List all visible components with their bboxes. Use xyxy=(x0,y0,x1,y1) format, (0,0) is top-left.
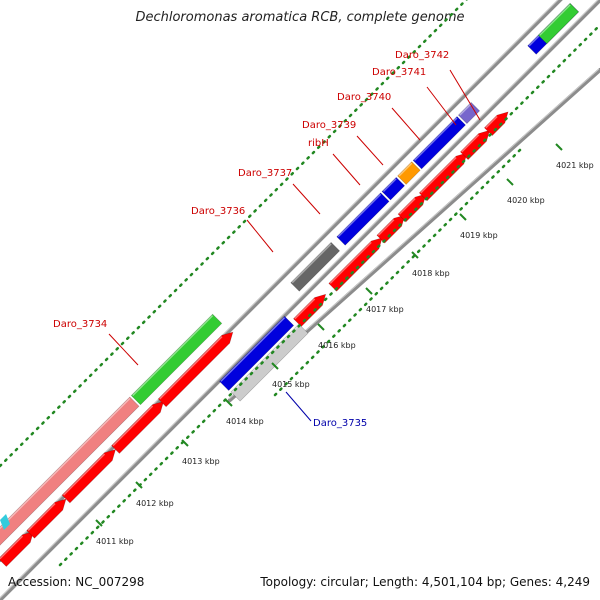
gene-label: Daro_3737 xyxy=(238,168,292,179)
scale-label: 4012 kbp xyxy=(136,499,174,508)
scale-tick xyxy=(555,143,563,151)
cds-block-shine xyxy=(294,298,316,320)
gene-right-green-block-shine xyxy=(539,4,571,36)
gene-right-green-block xyxy=(537,2,580,45)
gene-daro-3736-block-shine xyxy=(291,243,332,284)
cds-block xyxy=(0,531,34,567)
gene-daro-3740-block-shine xyxy=(414,117,458,161)
scale-tick xyxy=(181,439,189,447)
cds-block xyxy=(111,400,165,454)
cds-block-shine xyxy=(377,219,395,236)
cds-block-shine xyxy=(420,156,457,194)
gene-daro-3734-block xyxy=(130,313,223,406)
gene-label: Daro_3742 xyxy=(395,50,449,61)
gene-cyan-block xyxy=(0,514,10,530)
scale-tick xyxy=(271,362,279,370)
gene-gray-block xyxy=(230,323,309,402)
scale-dots-lower xyxy=(58,23,600,567)
scale-tick xyxy=(135,481,143,489)
gene-daro-3735-block-shine xyxy=(220,317,286,382)
scale-label: 4011 kbp xyxy=(96,537,134,546)
cds-block xyxy=(61,449,116,504)
gene-label-leader xyxy=(449,69,481,121)
cds-block-shine xyxy=(461,134,480,153)
gene-label: Daro_3741 xyxy=(372,67,426,78)
cds-block-shine xyxy=(485,115,498,129)
scale-tick xyxy=(411,251,419,259)
gene-label-leader xyxy=(285,391,312,422)
scale-tick xyxy=(225,399,233,407)
scale-label: 4017 kbp xyxy=(366,305,404,314)
cds-block-shine xyxy=(27,503,56,531)
scale-label: 4019 kbp xyxy=(460,231,498,240)
gene-daro-3740-block xyxy=(412,116,466,170)
scale-label: 4018 kbp xyxy=(412,269,450,278)
cds-block-shine xyxy=(63,453,106,496)
cds-block xyxy=(26,498,67,539)
gene-label: Daro_3735 xyxy=(313,418,367,429)
gene-daro-3736-block xyxy=(290,241,341,292)
gene-label-leader xyxy=(426,86,457,126)
scale-dots-mid xyxy=(273,148,522,397)
gene-label-leader xyxy=(108,333,139,366)
cds-block-shine xyxy=(329,241,372,284)
gene-ribh-block-shine xyxy=(382,178,397,193)
scale-label: 4016 kbp xyxy=(318,341,356,350)
cds-block-shine xyxy=(112,405,154,447)
gene-label: Daro_3734 xyxy=(53,319,107,330)
scale-label: 4021 kbp xyxy=(556,161,594,170)
gene-daro-3739-block-shine xyxy=(398,162,413,177)
scale-tick xyxy=(506,178,514,186)
gene-daro-3735-block xyxy=(219,315,295,391)
scale-label: 4015 kbp xyxy=(272,380,310,389)
gene-label-leader xyxy=(246,219,274,253)
topology-summary: Topology: circular; Length: 4,501,104 bp… xyxy=(260,575,590,589)
scale-label: 4013 kbp xyxy=(182,457,220,466)
cds-block-shine xyxy=(399,198,416,215)
gene-label: Daro_3740 xyxy=(337,92,391,103)
scale-label: 4014 kbp xyxy=(226,417,264,426)
cds-block xyxy=(157,331,234,408)
gene-daro-3742-block-shine xyxy=(459,103,472,116)
gene-label: ribH xyxy=(308,138,329,149)
scale-tick xyxy=(365,287,373,295)
gene-label: Daro_3736 xyxy=(191,206,245,217)
gene-label-leader xyxy=(391,107,421,141)
accession-text: Accession: NC_007298 xyxy=(8,575,145,589)
cds-block xyxy=(459,129,491,161)
gene-label-leader xyxy=(332,153,361,186)
scale-tick xyxy=(95,519,103,527)
scale-label: 4020 kbp xyxy=(507,196,545,205)
gene-daro-3737-block-shine xyxy=(337,193,382,238)
gene-daro-3739-block xyxy=(397,161,421,185)
gene-label-leader xyxy=(356,135,384,166)
scale-tick xyxy=(317,323,325,331)
scale-tick xyxy=(459,213,467,221)
gene-daro-3737-block xyxy=(336,192,390,246)
cds-block-shine xyxy=(0,535,24,560)
gene-label-leader xyxy=(292,183,321,215)
map-title: Dechloromonas aromatica RCB, complete ge… xyxy=(135,10,465,25)
gene-ribh-block xyxy=(381,176,406,201)
gene-daro-3734-block-shine xyxy=(132,315,214,397)
gene-label: Daro_3739 xyxy=(302,120,356,131)
cds-block-shine xyxy=(159,336,223,400)
gene-daro-3742-block xyxy=(457,101,481,125)
gene-pink-block xyxy=(0,396,140,546)
